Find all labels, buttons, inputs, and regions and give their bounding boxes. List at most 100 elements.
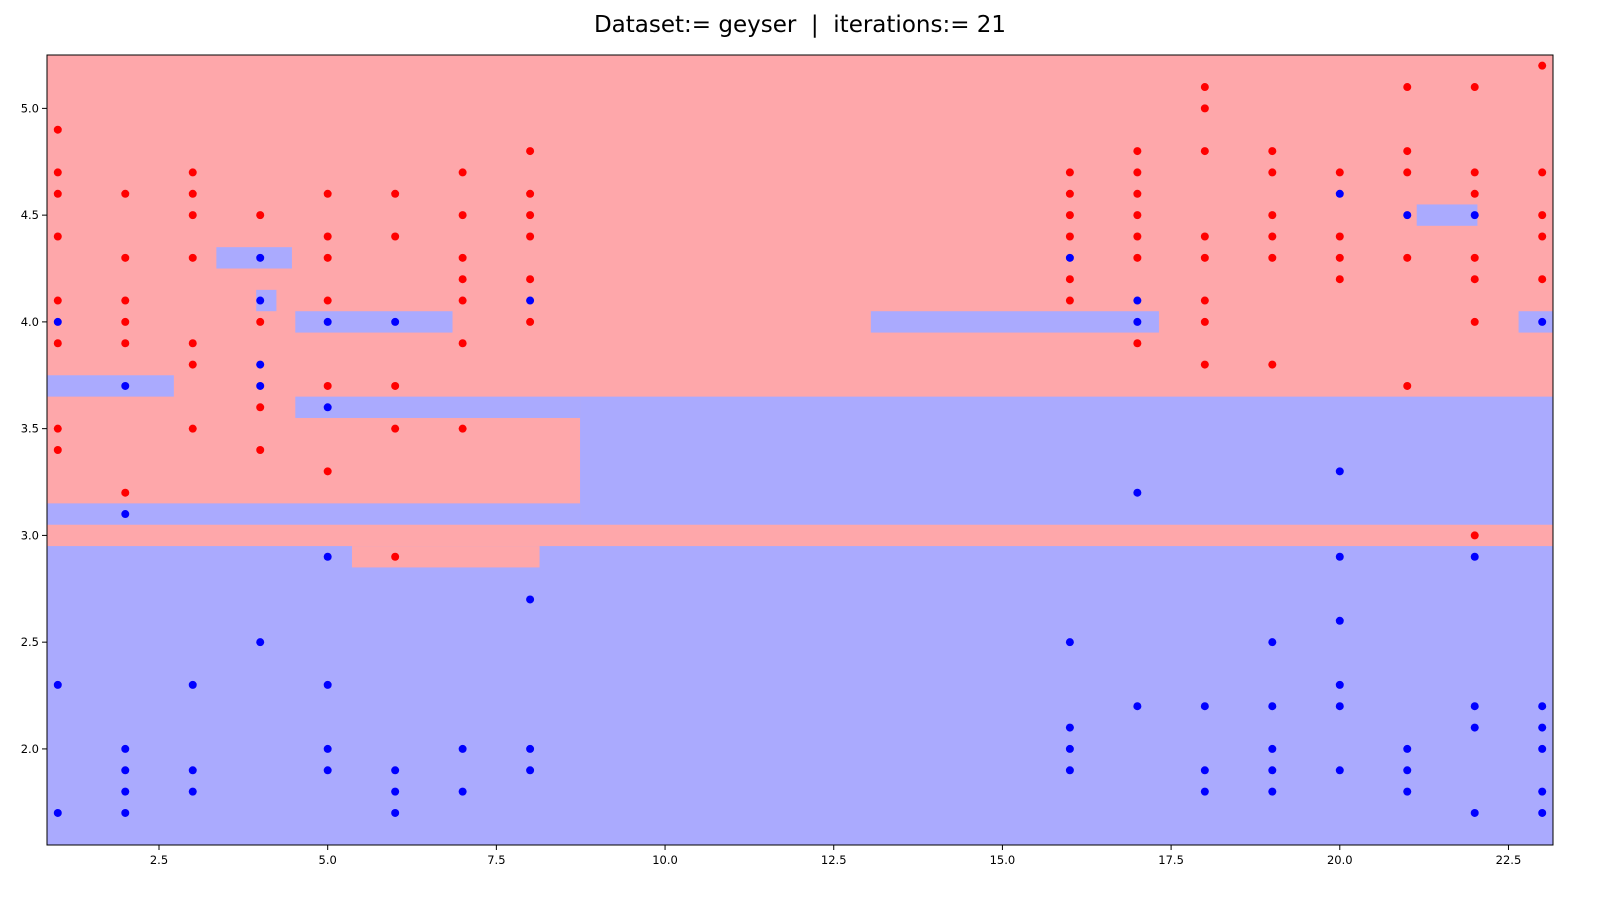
point-red-14 [188, 168, 197, 177]
point-red-78 [1335, 253, 1344, 262]
point-blue-40 [1133, 488, 1142, 497]
point-blue-5 [121, 744, 130, 753]
point-red-81 [1403, 147, 1412, 156]
point-blue-10 [188, 766, 197, 775]
point-red-18 [188, 339, 197, 348]
point-blue-69 [1538, 744, 1547, 753]
point-blue-17 [323, 317, 332, 326]
x-tick-label: 7.5 [487, 853, 505, 867]
point-blue-49 [1268, 787, 1277, 796]
region-blue-4 [295, 396, 581, 418]
point-red-57 [1133, 189, 1142, 198]
point-blue-53 [1335, 616, 1344, 625]
point-blue-27 [458, 744, 467, 753]
region-blue-8 [256, 289, 277, 312]
point-red-28 [323, 296, 332, 305]
point-red-73 [1268, 232, 1277, 241]
region-blue-6 [47, 375, 174, 397]
point-red-83 [1403, 253, 1412, 262]
point-blue-30 [526, 595, 535, 604]
point-red-35 [391, 552, 400, 561]
point-red-49 [1065, 168, 1074, 177]
point-blue-33 [1065, 253, 1074, 262]
x-tick-label: 17.5 [1158, 853, 1184, 867]
point-blue-28 [458, 787, 467, 796]
point-red-24 [256, 446, 265, 454]
point-red-53 [1065, 275, 1074, 284]
point-red-85 [1470, 83, 1479, 92]
point-red-0 [53, 125, 62, 134]
point-red-17 [188, 253, 197, 262]
point-red-37 [458, 211, 467, 220]
point-red-82 [1403, 168, 1412, 177]
x-tick-label: 22.5 [1496, 853, 1522, 867]
region-blue-7 [216, 247, 292, 269]
point-red-75 [1268, 360, 1277, 369]
point-red-36 [458, 168, 467, 177]
point-blue-18 [323, 403, 332, 412]
point-red-47 [526, 275, 535, 284]
y-tick-label: 2.0 [21, 742, 39, 756]
point-red-38 [458, 253, 467, 262]
point-red-7 [53, 446, 62, 454]
region-blue-10 [870, 311, 1159, 333]
point-red-10 [121, 296, 130, 305]
point-red-4 [53, 296, 62, 305]
point-red-50 [1065, 189, 1074, 198]
point-blue-59 [1403, 766, 1412, 775]
point-red-11 [121, 317, 130, 326]
point-blue-13 [256, 296, 265, 305]
point-red-88 [1470, 253, 1479, 262]
point-red-58 [1133, 211, 1142, 220]
point-red-55 [1133, 147, 1142, 156]
point-red-39 [458, 275, 467, 284]
point-blue-16 [256, 638, 265, 647]
region-blue-12 [1518, 311, 1553, 333]
x-axis: 2.5 5.0 7.5 10.0 12.5 15.0 17.5 20.0 22.5 [150, 845, 1521, 867]
point-red-19 [188, 360, 197, 369]
point-blue-45 [1268, 638, 1277, 647]
point-red-56 [1133, 168, 1142, 177]
x-tick-label: 2.5 [150, 853, 168, 867]
point-blue-55 [1335, 702, 1344, 711]
point-red-1 [53, 168, 62, 177]
region-blue-3 [47, 503, 581, 525]
point-red-87 [1470, 189, 1479, 198]
point-red-66 [1200, 253, 1209, 262]
point-red-5 [53, 339, 62, 348]
point-red-72 [1268, 211, 1277, 220]
point-blue-64 [1470, 723, 1479, 732]
point-blue-63 [1470, 702, 1479, 711]
point-red-25 [323, 189, 332, 198]
x-tick-label: 5.0 [319, 853, 337, 867]
point-blue-35 [1065, 723, 1074, 732]
data-points [53, 61, 1547, 817]
point-blue-14 [256, 360, 265, 369]
point-red-27 [323, 253, 332, 262]
point-blue-36 [1065, 744, 1074, 753]
point-red-77 [1335, 232, 1344, 241]
point-red-44 [526, 189, 535, 198]
decision-regions [47, 55, 1553, 845]
point-red-71 [1268, 168, 1277, 177]
point-blue-48 [1268, 766, 1277, 775]
point-red-69 [1200, 360, 1209, 369]
point-blue-51 [1335, 467, 1344, 476]
point-red-29 [323, 381, 332, 390]
plot-frame [46, 54, 1554, 846]
point-blue-22 [323, 766, 332, 775]
point-blue-65 [1470, 808, 1479, 817]
point-blue-61 [1470, 211, 1479, 220]
point-red-80 [1403, 83, 1412, 92]
point-red-70 [1268, 147, 1277, 156]
point-red-93 [1538, 168, 1547, 177]
x-tick-label: 10.0 [652, 853, 678, 867]
point-blue-52 [1335, 552, 1344, 561]
y-tick-label: 4.5 [21, 208, 39, 222]
point-blue-24 [391, 766, 400, 775]
point-red-6 [53, 424, 62, 433]
point-red-20 [188, 424, 197, 433]
point-blue-19 [323, 552, 332, 561]
point-blue-11 [188, 787, 197, 796]
